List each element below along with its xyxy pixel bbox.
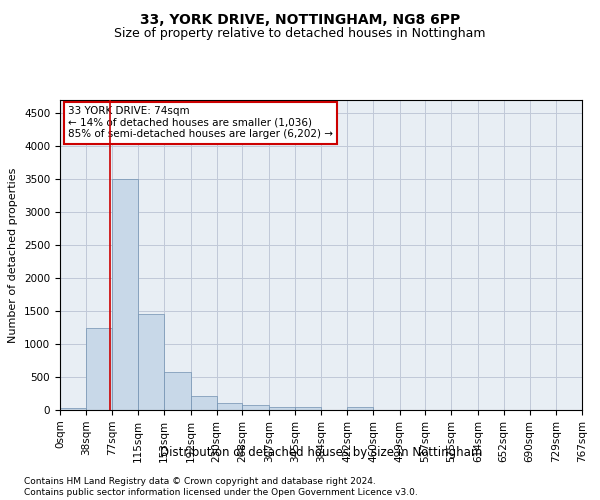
Bar	[164, 372, 191, 410]
Bar	[295, 406, 322, 410]
Bar	[138, 314, 164, 410]
Bar	[86, 328, 112, 410]
Bar	[60, 408, 86, 410]
Bar	[242, 406, 269, 410]
Text: Contains public sector information licensed under the Open Government Licence v3: Contains public sector information licen…	[24, 488, 418, 497]
Bar	[347, 406, 373, 410]
Text: Size of property relative to detached houses in Nottingham: Size of property relative to detached ho…	[114, 28, 486, 40]
Text: 33 YORK DRIVE: 74sqm
← 14% of detached houses are smaller (1,036)
85% of semi-de: 33 YORK DRIVE: 74sqm ← 14% of detached h…	[68, 106, 333, 140]
Bar	[112, 179, 138, 410]
Bar	[191, 396, 217, 410]
Bar	[269, 406, 295, 410]
Text: Contains HM Land Registry data © Crown copyright and database right 2024.: Contains HM Land Registry data © Crown c…	[24, 476, 376, 486]
Text: Distribution of detached houses by size in Nottingham: Distribution of detached houses by size …	[160, 446, 482, 459]
Text: 33, YORK DRIVE, NOTTINGHAM, NG8 6PP: 33, YORK DRIVE, NOTTINGHAM, NG8 6PP	[140, 12, 460, 26]
Y-axis label: Number of detached properties: Number of detached properties	[8, 168, 19, 342]
Bar	[217, 404, 242, 410]
